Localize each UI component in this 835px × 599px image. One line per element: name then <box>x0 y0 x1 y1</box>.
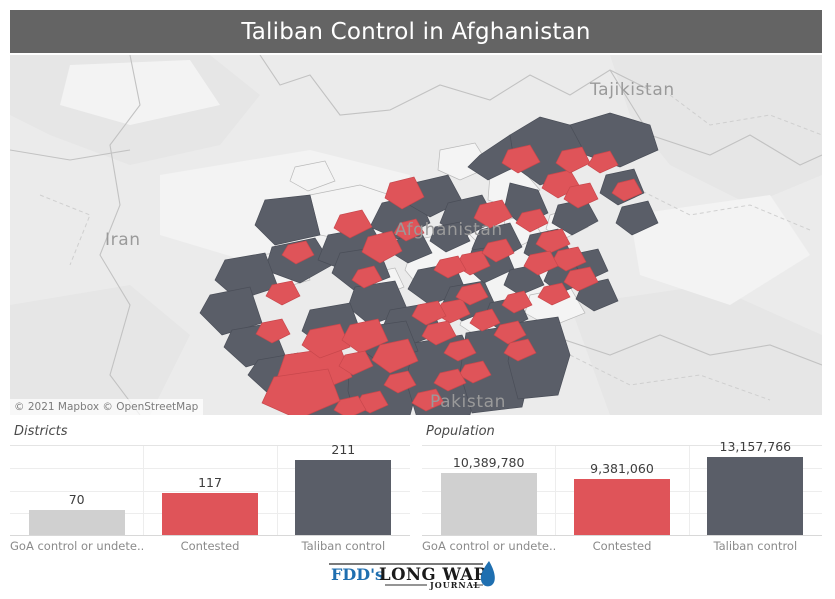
map-label-iran: Iran <box>105 230 141 250</box>
map-label-pakistan: Pakistan <box>430 392 506 412</box>
districts-chart-plot[interactable]: 70 117 211 <box>10 442 410 536</box>
bar-value-label: 211 <box>331 442 356 457</box>
bar-slot: 211 <box>277 442 410 535</box>
population-chart-block: Population 10,389,780 9,381,060 13,157,766… <box>422 424 822 561</box>
axis-tick-label: GoA control or undete.. <box>10 539 144 553</box>
bar-slot: 70 <box>10 446 143 535</box>
districts-chart-axis: GoA control or undete.. Contested Taliban … <box>10 539 410 561</box>
chart-category-divider <box>143 446 145 535</box>
logo-text-long-war: LONG WAR <box>379 565 488 584</box>
bar-value-label: 13,157,766 <box>719 439 792 454</box>
chart-gridline <box>10 468 410 470</box>
afghanistan-control-map[interactable]: Iran Afghanistan Tajikistan Pakistan <box>10 55 822 415</box>
logo-text-journal: JOURNAL <box>429 580 481 590</box>
bar-districts-2[interactable] <box>295 460 392 535</box>
districts-chart-title: Districts <box>14 424 68 439</box>
bar-slot: 117 <box>143 446 276 535</box>
axis-tick-label: Contested <box>592 539 652 553</box>
bar-slot: 10,389,780 <box>422 446 555 535</box>
chart-category-divider <box>276 446 278 535</box>
bar-population-2[interactable] <box>707 457 804 535</box>
map-admin-borders-dashed <box>39 94 822 401</box>
bar-population-1[interactable] <box>573 479 670 535</box>
dashboard-title-bar: Taliban Control in Afghanistan <box>10 10 822 53</box>
map-label-tajikistan: Tajikistan <box>589 80 675 100</box>
bar-slot: 9,381,060 <box>555 446 688 535</box>
bar-districts-0[interactable] <box>28 510 125 535</box>
axis-tick-label: GoA control or undete.. <box>422 539 556 553</box>
chart-gridline <box>10 490 410 492</box>
logo-graphic: FDD's LONG WAR JOURNAL <box>328 561 495 590</box>
bar-value-label: 9,381,060 <box>590 461 654 476</box>
fdd-long-war-journal-logo[interactable]: FDD's LONG WAR JOURNAL <box>0 559 835 591</box>
districts-contested[interactable] <box>255 144 643 415</box>
bar-districts-1[interactable] <box>161 493 258 535</box>
logo-text-fdds: FDD's <box>331 565 384 584</box>
map-panel[interactable]: Iran Afghanistan Tajikistan Pakistan © 2… <box>10 55 822 415</box>
bar-population-0[interactable] <box>440 473 537 535</box>
chart-gridline <box>422 468 822 470</box>
bar-value-label: 70 <box>68 492 85 507</box>
districts-chart-block: Districts 70 117 211 GoA control or undete… <box>10 424 410 561</box>
chart-category-divider <box>555 446 557 535</box>
population-chart-plot[interactable]: 10,389,780 9,381,060 13,157,766 <box>422 439 822 536</box>
bar-value-label: 10,389,780 <box>452 455 525 470</box>
bar-slot: 13,157,766 <box>689 439 822 535</box>
axis-tick-label: Taliban control <box>301 539 386 553</box>
page-title: Taliban Control in Afghanistan <box>241 18 591 45</box>
axis-tick-label: Contested <box>180 539 240 553</box>
population-chart-title: Population <box>426 424 495 439</box>
population-chart-axis: GoA control or undete.. Contested Taliban … <box>422 539 822 561</box>
logo-flame-mark <box>480 561 495 587</box>
axis-tick-label: Taliban control <box>713 539 798 553</box>
bar-value-label: 117 <box>198 475 222 490</box>
map-label-afghanistan: Afghanistan <box>395 220 503 240</box>
map-attribution[interactable]: © 2021 Mapbox © OpenStreetMap <box>10 399 204 415</box>
chart-category-divider <box>688 446 690 535</box>
